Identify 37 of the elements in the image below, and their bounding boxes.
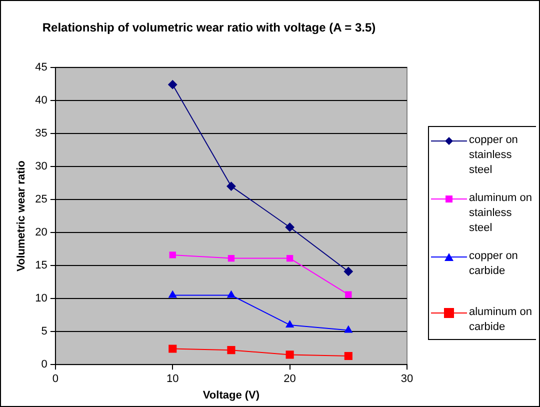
y-tick-label: 10 [35, 292, 48, 305]
point [344, 352, 352, 360]
y-tick-label: 40 [35, 94, 48, 106]
point [169, 252, 176, 258]
point [168, 80, 178, 90]
legend-label: aluminum on carbide [469, 305, 533, 335]
y-tick-label: 0 [41, 358, 48, 371]
point [286, 350, 294, 359]
point [168, 290, 177, 298]
y-tick-label: 15 [35, 260, 48, 272]
point [286, 254, 294, 262]
y-tick-label: 20 [35, 226, 48, 239]
point [285, 222, 294, 232]
x-axis-title: Voltage (V) [202, 389, 260, 402]
x-tick-label: 0 [52, 373, 58, 386]
x-tick-label: 30 [400, 373, 414, 386]
y-tick-label: 35 [35, 127, 48, 140]
y-tick-label: 25 [35, 194, 48, 206]
legend-label: copper on stainless steel [469, 133, 519, 178]
point [227, 290, 236, 298]
point [344, 326, 352, 333]
y-tick-label: 30 [35, 160, 48, 172]
y-tick-label: 45 [35, 61, 48, 74]
y-axis-title: Volumetric wear ratio [16, 160, 28, 272]
point [226, 182, 236, 191]
y-tick-label: 5 [41, 326, 48, 338]
point [286, 320, 294, 328]
chart-title: Relationship of volumetric wear ratio with voltage (A = 3.5) [42, 20, 376, 35]
legend-label: copper on carbide [469, 249, 519, 279]
point [168, 344, 177, 353]
point [227, 346, 236, 354]
legend-label: aluminum on stainless steel [469, 191, 533, 236]
point [344, 266, 353, 276]
x-tick-label: 10 [166, 373, 179, 386]
point [228, 254, 235, 262]
point [345, 291, 352, 298]
x-tick-label: 20 [284, 373, 296, 386]
